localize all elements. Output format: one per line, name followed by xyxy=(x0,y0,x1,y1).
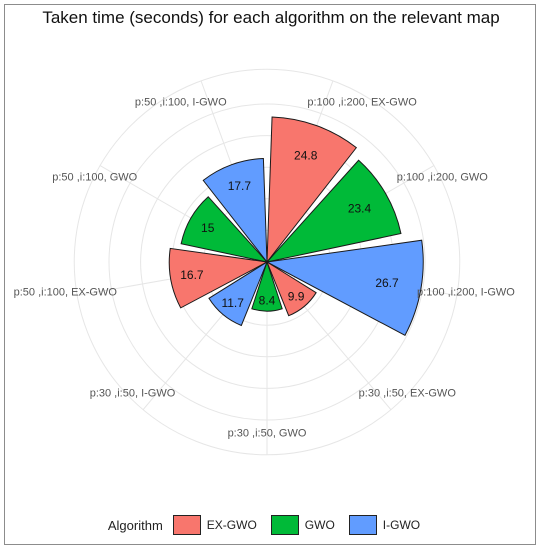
bar-p-50-i-100-gwo xyxy=(180,196,269,263)
bars xyxy=(168,116,424,337)
value-label-p-100-i-200-i-gwo: 26.7 xyxy=(375,276,399,290)
legend-label-i-gwo: I-GWO xyxy=(382,518,421,532)
legend: Algorithm EX-GWO GWO I-GWO xyxy=(0,510,542,540)
category-label-p-100-i-200-gwo: p:100 ,i:200, GWO xyxy=(397,172,489,184)
legend-title: Algorithm xyxy=(107,517,163,533)
value-label-p-50-i-100-gwo: 15 xyxy=(201,221,215,235)
bar-p-30-i-50-gwo xyxy=(251,260,283,312)
legend-item-gwo: GWO xyxy=(270,515,335,535)
legend-swatch-ex-gwo xyxy=(172,515,201,535)
value-label-p-30-i-50-ex-gwo: 9.9 xyxy=(288,290,305,304)
category-labels: p:100 ,i:200, EX-GWO p:100 ,i:200, GWO p:1… xyxy=(14,97,516,440)
category-label-p-50-i-100-i-gwo: p:50 ,i:100, I-GWO xyxy=(135,97,227,109)
legend-swatch-i-gwo xyxy=(348,515,377,535)
legend-item-i-gwo: I-GWO xyxy=(348,515,421,535)
value-label-p-30-i-50-gwo: 8.4 xyxy=(259,293,276,307)
legend-item-ex-gwo: EX-GWO xyxy=(172,515,257,535)
bar-p-50-i-100-i-gwo xyxy=(202,157,268,264)
chart-frame xyxy=(4,4,536,545)
bar-p-50-i-100-ex-gwo xyxy=(168,247,269,309)
category-label-p-30-i-50-ex-gwo: p:30 ,i:50, EX-GWO xyxy=(359,388,457,400)
value-label-p-100-i-200-gwo: 23.4 xyxy=(348,202,372,216)
category-label-p-50-i-100-ex-gwo: p:50 ,i:100, EX-GWO xyxy=(14,287,118,299)
legend-swatch-gwo xyxy=(270,515,299,535)
value-label-p-50-i-100-i-gwo: 17.7 xyxy=(228,179,252,193)
value-label-p-30-i-50-i-gwo: 11.7 xyxy=(221,296,244,310)
bar-p-30-i-50-i-gwo xyxy=(208,260,269,327)
value-label-p-100-i-200-ex-gwo: 24.8 xyxy=(294,149,318,163)
bar-p-100-i-200-i-gwo xyxy=(265,239,424,337)
legend-label-gwo: GWO xyxy=(304,518,335,532)
legend-label-ex-gwo: EX-GWO xyxy=(206,518,257,532)
category-label-p-30-i-50-gwo: p:30 ,i:50, GWO xyxy=(228,428,307,440)
value-labels: 24.8 23.4 26.7 9.9 8.4 11.7 16.7 15 17.7 xyxy=(180,149,399,310)
chart-title: Taken time (seconds) for each algorithm … xyxy=(42,8,500,27)
category-label-p-50-i-100-gwo: p:50 ,i:100, GWO xyxy=(52,172,137,184)
category-label-p-100-i-200-ex-gwo: p:100 ,i:200, EX-GWO xyxy=(307,97,417,109)
category-label-p-30-i-50-i-gwo: p:30 ,i:50, I-GWO xyxy=(90,388,176,400)
bar-p-100-i-200-ex-gwo xyxy=(266,116,358,264)
bar-p-100-i-200-gwo xyxy=(265,159,402,263)
category-label-p-100-i-200-i-gwo: p:100 ,i:200, I-GWO xyxy=(417,287,515,299)
value-label-p-50-i-100-ex-gwo: 16.7 xyxy=(180,268,204,282)
bar-p-30-i-50-ex-gwo xyxy=(265,260,317,317)
